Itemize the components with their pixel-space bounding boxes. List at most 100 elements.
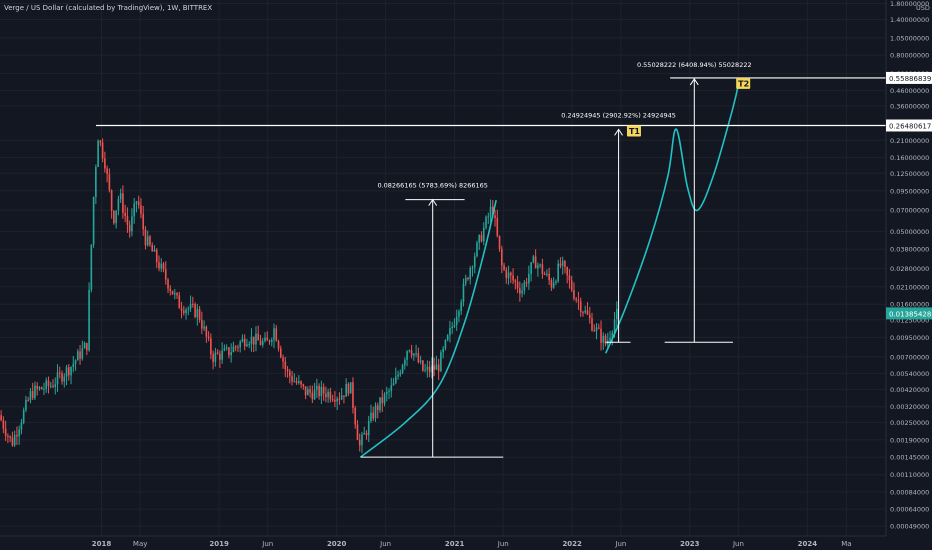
candle-body (239, 341, 241, 348)
time-tick-label: Jun (732, 540, 744, 548)
candle-body (519, 288, 521, 294)
candle-body (354, 408, 357, 425)
measure-arrow (614, 128, 624, 136)
candle-body (230, 352, 232, 356)
candle-body (142, 213, 145, 230)
measure-label: 0.24924945 (2902.92%) 24924945 (561, 111, 676, 119)
candle-body (140, 205, 142, 214)
price-tick-label: 0.01600000 (890, 301, 929, 309)
candle-body (203, 326, 205, 329)
candle-body (464, 277, 467, 284)
candle-body (413, 353, 415, 356)
candle-body (440, 352, 442, 372)
candle-body (352, 382, 354, 409)
target-label-text: T2 (738, 79, 749, 88)
candle-body (180, 308, 183, 311)
candle-body (570, 280, 573, 291)
time-axis[interactable]: 2018 May 2019 Jun 2020 Jun 2021 Jun 2022 Jun 2023 J… (0, 535, 932, 550)
candle-body (550, 280, 553, 288)
price-tick-label: 0.00064000 (890, 506, 929, 514)
candle-body (169, 288, 172, 291)
chart-title: Verge / US Dollar (calculated by Trading… (4, 4, 213, 12)
price-tick-label: 0.00049000 (890, 523, 929, 531)
candle-body (566, 267, 569, 276)
candle-body (210, 338, 212, 355)
candle-body (394, 376, 397, 384)
candle-body (11, 437, 14, 446)
level-axis-tag-text: 0.26480617 (889, 122, 931, 130)
candle-body (248, 343, 251, 345)
candle-body (76, 351, 79, 361)
price-tick-label: 0.00420000 (890, 386, 929, 394)
candle-body (176, 293, 178, 296)
candle-body (81, 348, 84, 359)
candle-body (336, 398, 338, 402)
price-tick-label: 0.07000000 (890, 207, 929, 215)
candle-body (609, 337, 611, 341)
candle-body (155, 249, 158, 263)
target-label-text: T1 (629, 127, 640, 136)
candle-body (162, 263, 165, 270)
candle-body (27, 399, 30, 401)
measure-label: 0.08266165 (5783.69%) 8266165 (377, 182, 488, 190)
candle-body (196, 309, 199, 318)
candle-body (385, 391, 388, 395)
candle-body (453, 324, 456, 327)
candle-body (367, 421, 370, 436)
candle-body (110, 190, 113, 211)
candle-body (266, 337, 269, 341)
candle-body (334, 399, 336, 402)
candle-body (365, 433, 368, 436)
candle-body (225, 347, 228, 349)
level-axis-tag (886, 119, 932, 132)
time-tick-label: 2022 (562, 540, 582, 548)
price-tick-label: 0.16000000 (890, 154, 929, 162)
target-label-t2 (736, 77, 751, 89)
candle-body (16, 434, 18, 437)
candle-body (455, 316, 458, 325)
time-tick-label: Jun (614, 540, 626, 548)
candle-body (223, 348, 226, 351)
candle-body (410, 350, 413, 356)
candle-body (537, 265, 539, 269)
candle-body (487, 216, 490, 218)
candle-body (528, 273, 530, 284)
candle-body (252, 336, 255, 345)
candle-body (530, 262, 532, 274)
grid (0, 0, 886, 536)
candle-body (241, 338, 244, 342)
candle-body (392, 383, 395, 386)
candle-body (237, 346, 239, 348)
candle-body (164, 269, 167, 280)
candle-body (600, 328, 602, 343)
price-tick-label: 0.36000000 (890, 102, 929, 110)
candle-body (22, 410, 25, 423)
price-axis[interactable]: 1.80000000 1.40000000 1.05000000 0.80000000… (885, 0, 932, 550)
candle-body (532, 256, 535, 263)
candle-body (586, 310, 589, 315)
candle-body (347, 383, 350, 394)
candle-body (541, 264, 544, 275)
candle-body (192, 303, 194, 305)
candle-body (399, 372, 402, 375)
candle-body (198, 309, 201, 320)
candle-body (313, 389, 316, 400)
candle-body (401, 365, 404, 373)
price-tick-label: 0.00540000 (890, 370, 929, 378)
candle-body (309, 389, 311, 393)
candle-body (491, 206, 494, 216)
candle-body (108, 174, 111, 191)
candle-body (548, 273, 550, 281)
candle-body (327, 391, 329, 398)
candle-body (458, 311, 460, 317)
time-tick-label: May (133, 540, 147, 548)
candle-body (358, 439, 361, 446)
current-price-text: 0.01385428 (889, 310, 931, 318)
candle-body (95, 167, 97, 198)
candle-body (381, 397, 384, 404)
price-tick-label: 0.21000000 (890, 137, 929, 145)
candle-body (311, 392, 314, 400)
candle-body (388, 390, 390, 392)
candle-body (67, 367, 70, 376)
